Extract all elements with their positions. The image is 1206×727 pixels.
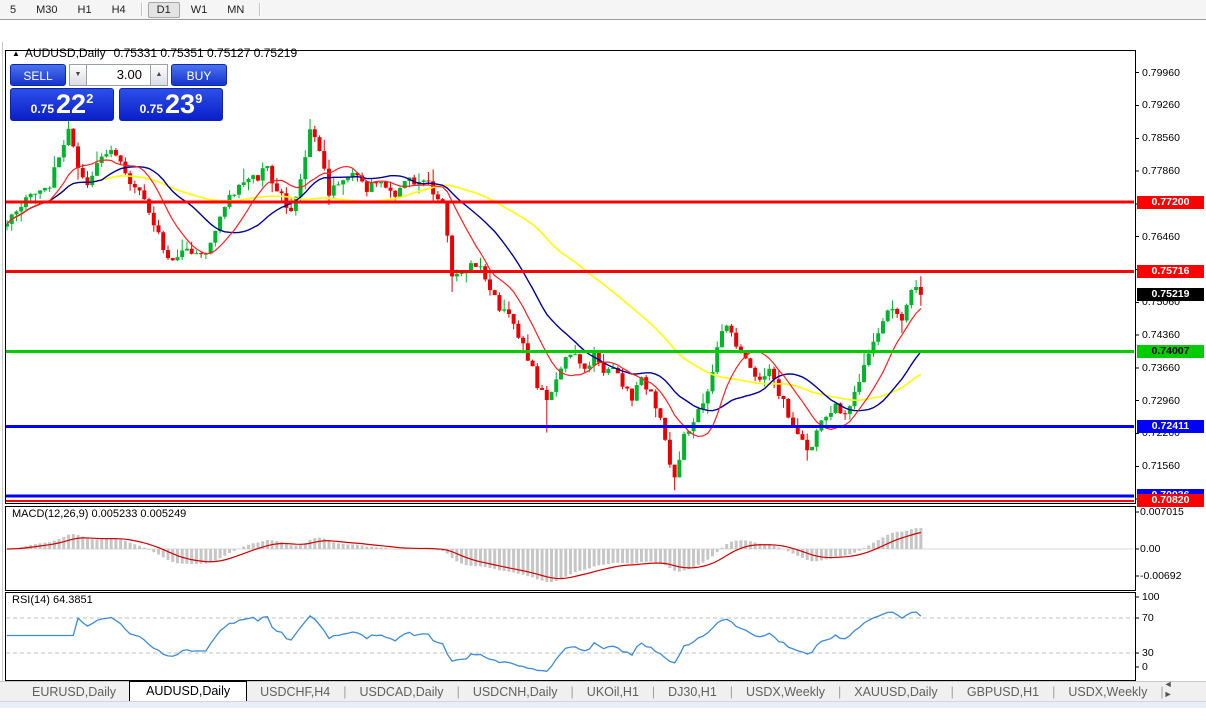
buy-price-button[interactable]: 0.75 23 9 [119,88,223,121]
timeframe-button-d1[interactable]: D1 [147,1,180,18]
macd-signal-line [6,531,921,580]
price-tag-0.74007: 0.74007 [1137,345,1204,359]
tab-separator: | [343,685,347,699]
chart-plot[interactable] [0,20,1206,727]
price-tick-label: 0.73660 [1142,361,1180,374]
price-tag-0.77200: 0.77200 [1137,195,1204,209]
timeframe-button-mn[interactable]: MN [227,3,245,16]
buy-button[interactable]: BUY [171,64,227,86]
rsi-pane-label: RSI(14) 64.3851 [12,594,93,606]
timeframe-button-m30[interactable]: M30 [36,3,58,16]
chart-tab-audusd-1[interactable]: AUDUSD,Daily [129,681,248,702]
sell-price-button[interactable]: 0.75 22 2 [10,88,114,121]
buy-price-big: 23 [165,89,196,119]
tab-separator: | [651,685,656,699]
timeframe-button-h1[interactable]: H1 [77,3,92,16]
chart-tab-usdcnh-4[interactable]: USDCNH,Daily [472,685,558,699]
chart-tab-eurusd-0[interactable]: EURUSD,Daily [32,685,117,699]
chart-tab-dj30-6[interactable]: DJ30,H1 [668,685,717,699]
price-tag-0.70820: 0.70820 [1137,494,1204,508]
macd-name: MACD(12,26,9) [12,508,89,520]
timeframe-button-w1[interactable]: W1 [190,3,208,16]
macd-values: 0.005233 0.005249 [91,508,187,520]
rsi-tick-label: 70 [1142,612,1154,624]
volume-input[interactable]: 3.00 [87,64,150,86]
chart-window[interactable]: ▲ AUDUSD,Daily 0.75331 0.75351 0.75127 0.7… [0,20,1206,696]
rsi-tick-label: 0 [1142,661,1148,673]
tab-separator: | [1160,685,1164,699]
one-click-trading-panel: SELL ▼ 3.00 ▲ BUY 0.75 22 2 0.75 23 9 [10,64,227,121]
ma-mid-line [6,166,922,412]
chart-tab-usdchf-2[interactable]: USDCHF,H4 [260,685,331,699]
price-tick-label: 0.71560 [1142,460,1180,473]
price-tick-label: 0.78560 [1142,132,1180,145]
bottom-strip [0,701,1206,708]
sell-price-prefix: 0.75 [30,102,55,116]
macd-tick-label: 0.00 [1140,543,1161,555]
ma-slow-line [6,175,922,402]
tab-separator: | [456,685,460,699]
main-pane-border [5,50,1136,504]
rsi-tick-label: 30 [1142,647,1154,659]
price-tick-label: 0.72960 [1142,394,1180,407]
chart-title: ▲ AUDUSD,Daily 0.75331 0.75351 0.75127 0.7… [12,46,297,60]
tab-scroll-arrows[interactable]: ◄ ► [1163,679,1181,699]
collapse-panel-icon[interactable]: ▲ [12,49,20,58]
macd-pane-label: MACD(12,26,9) 0.005233 0.005249 [12,508,186,520]
chart-tab-ukoil-5[interactable]: UKOil,H1 [586,685,639,699]
price-tick-label: 0.79960 [1142,66,1180,79]
chart-tab-xauusd-8[interactable]: XAUUSD,Daily [854,685,938,699]
sell-button[interactable]: SELL [10,64,66,86]
tab-separator: | [570,685,574,699]
chart-tab-bar: EURUSD,Daily AUDUSD,Daily USDCHF,H4 | USDCAD… [0,679,1206,702]
current-price-tag: 0.75219 [1137,288,1204,302]
rsi-tick-label: 100 [1142,591,1160,603]
volume-increase-button[interactable]: ▲ [150,64,168,86]
timeframe-button-h4[interactable]: H4 [111,3,126,16]
macd-tick-label: -0.00692 [1140,570,1182,582]
price-tick-label: 0.74360 [1142,329,1180,342]
ma-fast-line [6,159,922,438]
moving-averages [6,159,922,438]
candlestick-series [6,118,923,491]
timeframe-toolbar: 5 M30 H1 H4 D1 W1 MN [0,0,1206,20]
sell-price-sup: 2 [86,91,94,106]
chart-ohlc-values: 0.75331 0.75351 0.75127 0.75219 [113,46,298,60]
chart-tab-gbpusd-9[interactable]: GBPUSD,H1 [966,685,1040,699]
tab-separator: | [729,685,734,699]
rsi-pane-border [5,592,1136,681]
buy-price-prefix: 0.75 [139,102,164,116]
chart-symbol: AUDUSD,Daily [24,46,106,60]
rsi-value: 64.3851 [52,594,93,606]
toolbar-separator [259,3,261,16]
rsi-line [7,611,922,672]
chart-tab-usdx-7[interactable]: USDX,Weekly [746,685,825,699]
price-tag-0.75716: 0.75716 [1137,265,1204,279]
price-tick-label: 0.79260 [1142,99,1180,112]
chart-tab-usdx-10[interactable]: USDX,Weekly [1068,685,1148,699]
timeframe-button-5[interactable]: 5 [10,3,17,16]
tab-separator: | [838,685,842,699]
price-tick-label: 0.77860 [1142,165,1180,178]
price-tag-0.72411: 0.72411 [1137,419,1204,433]
sell-price-big: 22 [56,89,87,119]
buy-price-sup: 9 [195,91,203,106]
volume-decrease-button[interactable]: ▼ [69,64,87,86]
rsi-name: RSI(14) [12,594,50,606]
tab-separator: | [1052,685,1056,699]
macd-histogram [6,528,923,582]
tab-separator: | [950,685,954,699]
price-tick-label: 0.76460 [1142,230,1180,243]
horizontal-level-lines[interactable] [6,200,1134,502]
toolbar-separator [140,3,142,16]
chart-tab-usdcad-3[interactable]: USDCAD,Daily [359,685,444,699]
macd-tick-label: 0.007015 [1140,506,1184,518]
